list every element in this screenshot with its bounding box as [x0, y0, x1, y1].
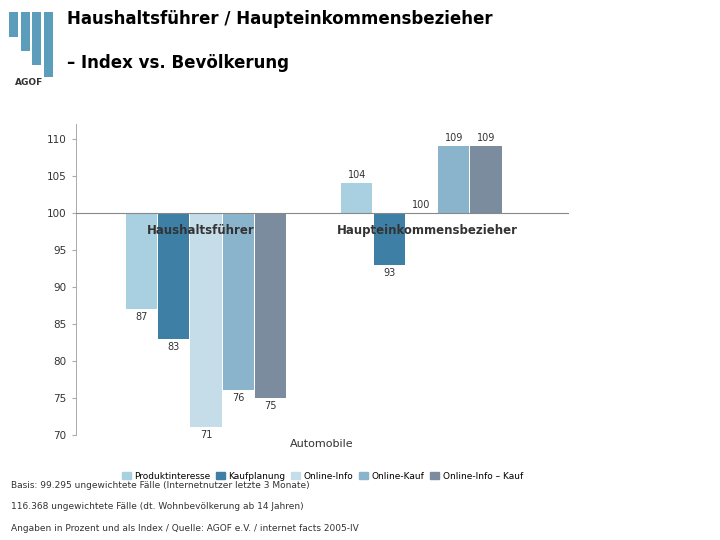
Legend: Produktinteresse, Kaufplanung, Online-Info, Online-Kauf, Online-Info – Kauf: Produktinteresse, Kaufplanung, Online-In…	[120, 470, 525, 483]
Text: Haupteinkommensbezieher: Haupteinkommensbezieher	[336, 224, 518, 237]
Text: 109: 109	[444, 133, 463, 144]
Text: Haushaltsführer / Haupteinkommensbezieher: Haushaltsführer / Haupteinkommensbeziehe…	[67, 10, 492, 28]
Bar	[470, 146, 502, 213]
Text: Haushaltsführer: Haushaltsführer	[146, 224, 254, 237]
Text: 93: 93	[383, 268, 395, 278]
Text: 100: 100	[413, 200, 431, 210]
Bar	[21, 12, 30, 51]
Bar	[190, 213, 222, 427]
Text: 109: 109	[477, 133, 495, 144]
Bar	[438, 146, 469, 213]
Text: 71: 71	[199, 430, 212, 440]
Bar	[44, 12, 53, 77]
Bar	[374, 213, 405, 265]
Bar	[9, 12, 18, 37]
Text: 75: 75	[264, 401, 277, 411]
X-axis label: Automobile: Automobile	[290, 439, 354, 449]
Bar	[32, 12, 42, 65]
Text: 87: 87	[135, 312, 148, 322]
Text: 83: 83	[168, 342, 180, 352]
Bar	[222, 213, 254, 390]
Bar	[341, 184, 372, 213]
Bar	[158, 213, 189, 339]
Text: 76: 76	[232, 393, 245, 403]
Text: Angaben in Prozent und als Index / Quelle: AGOF e.V. / internet facts 2005-IV: Angaben in Prozent und als Index / Quell…	[11, 524, 359, 533]
Bar	[255, 213, 287, 398]
Text: 29: 29	[639, 508, 661, 523]
Text: Basis: 99.295 ungewichtete Fälle (Internetnutzer letzte 3 Monate): Basis: 99.295 ungewichtete Fälle (Intern…	[11, 481, 310, 490]
Text: 104: 104	[348, 171, 366, 180]
Bar	[126, 213, 157, 309]
Text: 116.368 ungewichtete Fälle (dt. Wohnbevölkerung ab 14 Jahren): 116.368 ungewichtete Fälle (dt. Wohnbevö…	[11, 502, 303, 511]
Text: AGOF: AGOF	[14, 78, 43, 87]
Text: – Index vs. Bevölkerung: – Index vs. Bevölkerung	[67, 54, 289, 72]
